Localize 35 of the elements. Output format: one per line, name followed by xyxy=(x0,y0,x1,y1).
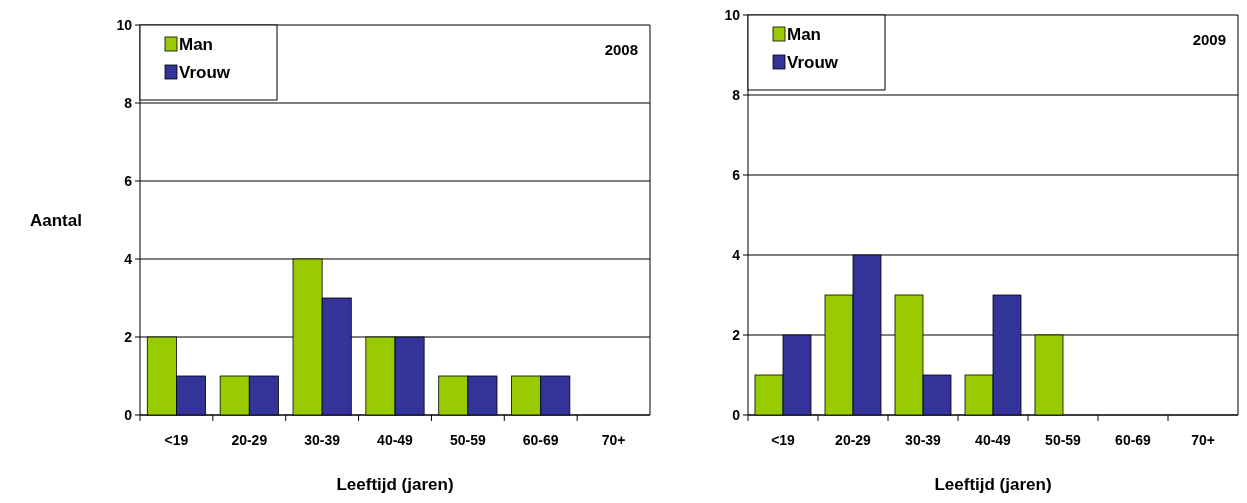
y-tick-label: 8 xyxy=(124,94,133,111)
x-tick-label: 60-69 xyxy=(522,432,559,448)
x-axis-title: Leeftijd (jaren) xyxy=(336,475,454,494)
x-tick-label: 20-29 xyxy=(231,432,268,448)
x-tick-label: 60-69 xyxy=(1115,432,1152,448)
y-tick-label: 0 xyxy=(732,406,741,423)
y-tick-label: 6 xyxy=(732,166,741,183)
y-tick-label: 4 xyxy=(732,246,741,263)
x-tick-label: 70+ xyxy=(601,432,626,448)
x-axis-title: Leeftijd (jaren) xyxy=(934,475,1052,494)
x-tick-label: 30-39 xyxy=(905,432,942,448)
x-tick-label: 50-59 xyxy=(1045,432,1082,448)
y-tick-label: 10 xyxy=(116,16,133,33)
x-tick-label: 40-49 xyxy=(377,432,414,448)
y-tick-label: 2 xyxy=(732,326,741,343)
y-tick-label: 4 xyxy=(124,250,133,267)
legend-label: Man xyxy=(787,24,821,44)
y-tick-label: 6 xyxy=(124,172,133,189)
y-tick-label: 8 xyxy=(732,86,741,103)
y-axis-title: Aantal xyxy=(30,210,82,230)
x-tick-label: 40-49 xyxy=(975,432,1012,448)
x-tick-label: <19 xyxy=(771,432,796,448)
y-tick-label: 10 xyxy=(724,6,741,23)
x-tick-label: 50-59 xyxy=(449,432,486,448)
y-tick-label: 2 xyxy=(124,328,133,345)
x-tick-label: <19 xyxy=(164,432,189,448)
legend-label: Vrouw xyxy=(787,52,839,72)
legend-label: Man xyxy=(179,34,213,54)
x-tick-label: 30-39 xyxy=(304,432,341,448)
y-tick-label: 0 xyxy=(124,406,133,423)
x-tick-label: 70+ xyxy=(1191,432,1215,448)
text: 2009 xyxy=(1192,31,1226,48)
text: 2008 xyxy=(604,41,638,58)
x-tick-label: 20-29 xyxy=(835,432,872,448)
legend-label: Vrouw xyxy=(179,62,231,82)
